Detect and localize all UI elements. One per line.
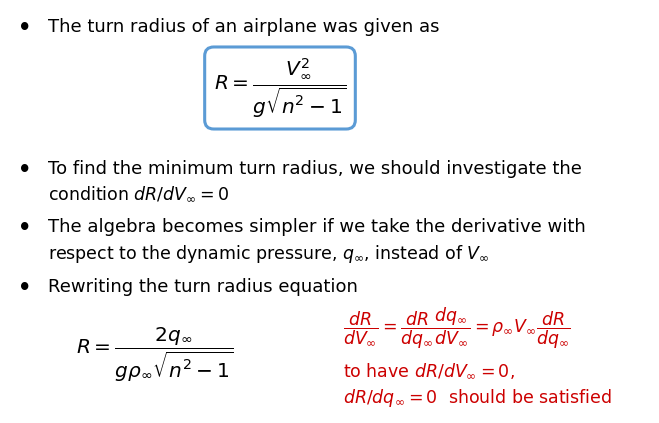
- Text: Rewriting the turn radius equation: Rewriting the turn radius equation: [48, 278, 358, 296]
- Text: The turn radius of an airplane was given as: The turn radius of an airplane was given…: [48, 18, 440, 36]
- Text: $R = \dfrac{V_{\infty}^{2}}{g\sqrt{n^{2}-1}}$: $R = \dfrac{V_{\infty}^{2}}{g\sqrt{n^{2}…: [214, 56, 346, 120]
- Text: •: •: [18, 18, 32, 38]
- Text: to have $dR/dV_{\infty} = 0$,: to have $dR/dV_{\infty} = 0$,: [343, 360, 515, 379]
- Text: •: •: [18, 278, 32, 298]
- Text: •: •: [18, 160, 32, 180]
- Text: The algebra becomes simpler if we take the derivative with: The algebra becomes simpler if we take t…: [48, 218, 586, 236]
- Text: $R = \dfrac{2q_{\infty}}{g\rho_{\infty}\sqrt{n^{2}-1}}$: $R = \dfrac{2q_{\infty}}{g\rho_{\infty}\…: [76, 326, 234, 384]
- Text: $\dfrac{dR}{dV_{\infty}} = \dfrac{dR}{dq_{\infty}}\dfrac{dq_{\infty}}{dV_{\infty: $\dfrac{dR}{dV_{\infty}} = \dfrac{dR}{dq…: [343, 305, 571, 351]
- Text: To find the minimum turn radius, we should investigate the: To find the minimum turn radius, we shou…: [48, 160, 582, 178]
- Text: respect to the dynamic pressure, $q_{\infty}$, instead of $V_{\infty}$: respect to the dynamic pressure, $q_{\in…: [48, 243, 490, 265]
- Text: condition $dR/dV_{\infty} = 0$: condition $dR/dV_{\infty} = 0$: [48, 185, 229, 203]
- Text: •: •: [18, 218, 32, 238]
- Text: $dR/dq_{\infty} = 0$  should be satisfied: $dR/dq_{\infty} = 0$ should be satisfied: [343, 387, 612, 409]
